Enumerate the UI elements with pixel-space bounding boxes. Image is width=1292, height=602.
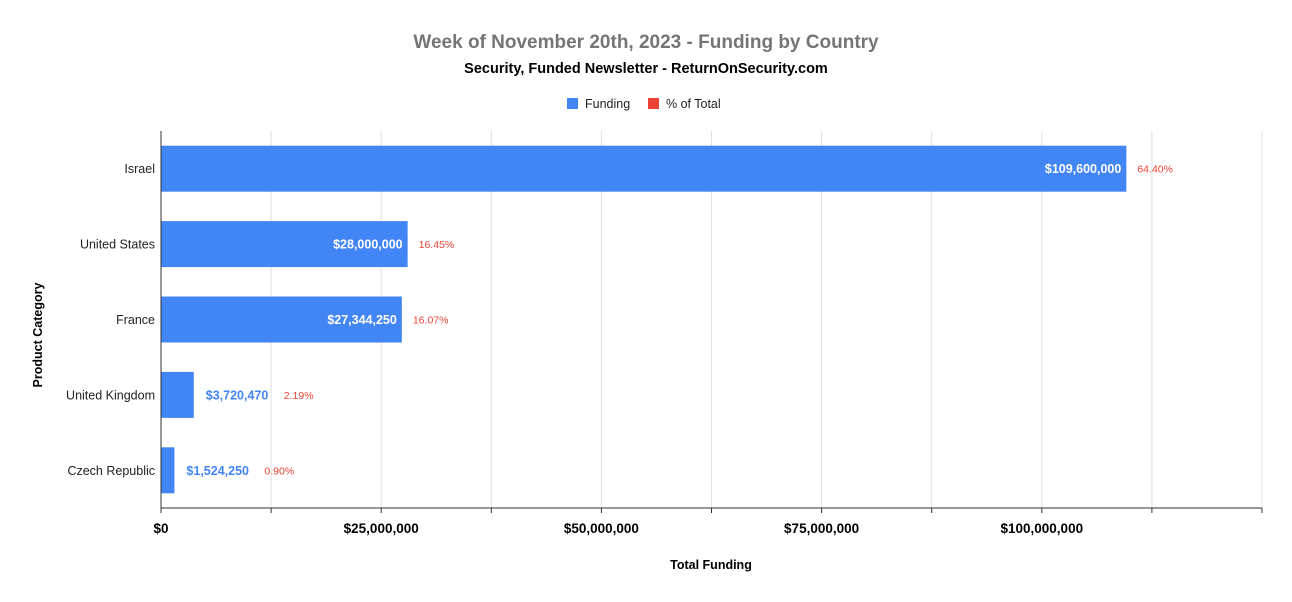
category-labels: Israel United States France United Kingdom C… [66,162,155,478]
category-label: Israel [124,162,155,176]
gridlines [270,131,1263,508]
category-label: United Kingdom [66,388,155,402]
bar [161,447,175,494]
x-tick-label: $75,000,000 [784,521,859,536]
legend-swatch-funding [567,98,578,109]
funding-value-label: $3,720,470 [206,388,269,402]
percent-value-label: 16.07% [413,315,449,327]
bar [161,296,402,343]
value-labels: $109,600,000 64.40% $28,000,000 16.45% $27,3… [186,162,1173,478]
percent-value-label: 2.19% [284,390,314,402]
x-tick-label: $25,000,000 [344,521,419,536]
x-tick-label: $0 [153,521,168,536]
percent-value-label: 16.45% [419,239,455,251]
legend-label-percent: % of Total [666,97,721,111]
funding-value-label: $109,600,000 [1045,162,1122,176]
category-label: United States [80,238,155,252]
funding-value-label: $27,344,250 [327,313,397,327]
funding-value-label: $28,000,000 [333,238,403,252]
bar [161,145,1127,192]
legend: Funding % of Total [567,97,721,111]
chart-title: Week of November 20th, 2023 - Funding by… [413,32,879,53]
bars [161,145,1127,494]
axes [160,131,1263,513]
percent-value-label: 64.40% [1137,164,1173,176]
category-label: Czech Republic [67,464,155,478]
x-axis-title: Total Funding [670,558,752,572]
x-tick-label: $50,000,000 [564,521,639,536]
category-label: France [116,313,155,327]
percent-value-label: 0.90% [264,465,294,477]
bar [161,221,408,268]
bar [161,371,194,418]
funding-value-label: $1,524,250 [186,464,249,478]
x-tick-label: $100,000,000 [1001,521,1084,536]
x-tick-labels: $0 $25,000,000 $50,000,000 $75,000,000 $100,… [153,521,1083,536]
chart-subtitle: Security, Funded Newsletter - ReturnOnSe… [464,61,828,77]
y-axis-title: Product Category [31,283,45,388]
legend-swatch-percent [648,98,659,109]
legend-label-funding: Funding [585,97,630,111]
